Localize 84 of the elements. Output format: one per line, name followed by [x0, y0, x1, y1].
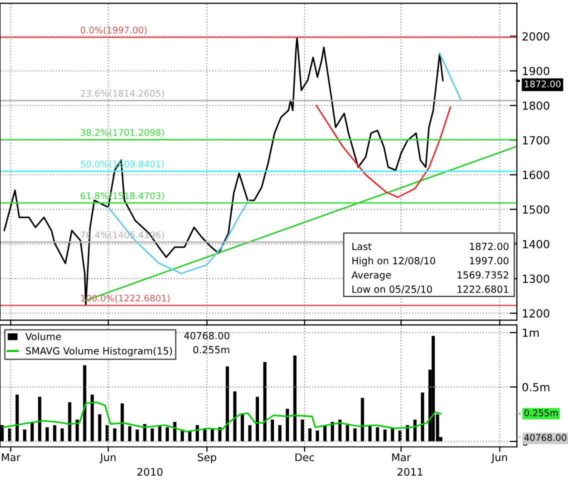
- bar: [30, 422, 34, 442]
- annotation: 1222.6801: [458, 286, 508, 293]
- bar: [76, 420, 79, 442]
- bar: [432, 336, 435, 442]
- bar: [60, 428, 64, 442]
- bar: [8, 428, 12, 442]
- text: 2011: [398, 468, 422, 476]
- bar: [226, 366, 229, 442]
- bar: [143, 424, 146, 442]
- bar: [420, 392, 424, 442]
- y-tick-label: 1m: [522, 328, 539, 337]
- ref-line-label: 0.0%(1997.00): [80, 26, 147, 35]
- bar: [113, 428, 116, 442]
- bar: [83, 365, 86, 442]
- text: 40768.00: [524, 434, 566, 442]
- y-tick-label: 1600: [522, 170, 550, 180]
- bar: [120, 403, 124, 442]
- bar: [263, 362, 266, 442]
- annotation: 1872.00: [470, 242, 508, 250]
- annotation: 40768.00: [184, 332, 230, 340]
- y-tick-label: 0.5m: [522, 382, 550, 392]
- y-tick-label: 1400: [522, 240, 550, 248]
- x-tick-label: Jun: [491, 453, 507, 464]
- bar: [150, 428, 154, 442]
- bar: [390, 428, 394, 442]
- x-tick-label: Mar: [392, 453, 411, 462]
- annotation: 1569.7352: [458, 271, 508, 279]
- bar: [300, 420, 304, 442]
- bar: [98, 414, 102, 442]
- line-series: [316, 104, 452, 198]
- bar: [383, 429, 387, 442]
- y-tick-label: 1500: [522, 205, 550, 214]
- bar: [38, 396, 42, 442]
- x-tick-label: Dec: [295, 453, 314, 462]
- annotation: High on 12/08/10: [352, 256, 436, 266]
- bar: [173, 422, 176, 442]
- text: 1872.00: [524, 80, 561, 88]
- bar: [278, 425, 282, 442]
- x-tick-label: Sep: [198, 453, 216, 464]
- bar: [23, 429, 26, 442]
- legend-label: SMAVG Volume Histogram(15): [26, 347, 172, 356]
- bar: [346, 425, 350, 442]
- bar: [240, 414, 244, 442]
- y-tick-label: 1800: [522, 101, 550, 110]
- text: 0.255m: [524, 409, 558, 416]
- y-tick-label: 1300: [522, 274, 550, 283]
- bar: [376, 427, 380, 442]
- bar: [233, 391, 236, 442]
- bar: [106, 425, 109, 442]
- annotation: Average: [352, 271, 391, 281]
- ref-line-label: 23.6%(1814.2605): [80, 90, 164, 98]
- annotation: Last: [352, 242, 372, 250]
- x-tick-label: Jun: [100, 453, 116, 464]
- text: 2010: [137, 468, 163, 476]
- x-tick-label: Mar: [2, 453, 21, 462]
- annotation: Low on 05/25/10: [352, 286, 432, 294]
- bar: [353, 428, 357, 442]
- annotation: 0.255m: [193, 346, 230, 354]
- bar: [16, 394, 19, 442]
- bar: [293, 355, 297, 442]
- bar: [196, 425, 199, 442]
- bar: [166, 427, 169, 442]
- bar: [203, 428, 206, 442]
- bar: [53, 425, 56, 442]
- bar: [90, 394, 94, 442]
- bar: [270, 420, 274, 442]
- bar: [308, 428, 312, 442]
- ref-line-label: 38.2%(1701.2098): [80, 128, 164, 137]
- y-tick-label: 1200: [522, 309, 550, 318]
- bar: [158, 425, 162, 442]
- bar: [136, 429, 139, 442]
- y-tick-label: 1700: [522, 136, 550, 144]
- y-tick-label: 2000: [522, 32, 550, 41]
- line-series: [4, 36, 444, 306]
- y-tick-label: 1900: [522, 66, 550, 76]
- bar: [128, 426, 132, 442]
- bar: [68, 402, 72, 442]
- annotation: 1997.00: [470, 257, 508, 264]
- legend-label: Volume: [25, 332, 61, 340]
- bar: [46, 427, 49, 442]
- bar: [316, 430, 320, 442]
- bar: [248, 425, 252, 442]
- bar: [210, 429, 214, 442]
- line-series: [2, 401, 442, 432]
